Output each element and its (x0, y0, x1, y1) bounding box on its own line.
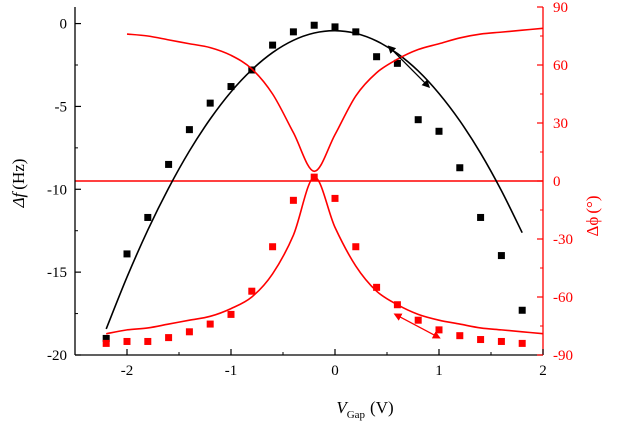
series-0-point-11 (331, 23, 339, 31)
series-0-point-15 (414, 116, 422, 124)
x-tick-label-4: 2 (539, 363, 547, 379)
series-2-point-9 (289, 196, 297, 204)
series-0-point-12 (352, 28, 360, 36)
right-axis-title: Δϕ (°) (583, 195, 602, 236)
annotation-arrow-1 (393, 313, 441, 339)
series-2-point-11 (331, 194, 339, 202)
series-2-point-18 (477, 336, 485, 344)
left-tick-label-2: -10 (47, 182, 67, 198)
series-2-point-15 (414, 316, 422, 324)
x-tick-label-0: -2 (121, 363, 134, 379)
series-0-point-17 (456, 164, 464, 172)
series-2-point-5 (206, 320, 214, 328)
left-tick-label-1: -5 (55, 99, 68, 115)
x-tick-label-3: 1 (435, 363, 443, 379)
x-axis-title-sub: Gap (347, 409, 366, 421)
right-tick-label-1: 60 (553, 58, 568, 74)
right-tick-label-6: -90 (553, 348, 573, 364)
series-2-point-20 (518, 339, 526, 347)
series-2-point-7 (248, 287, 256, 295)
right-tick-label-0: 90 (553, 0, 568, 16)
series-2-point-16 (435, 326, 443, 334)
x-axis-title: VGap (V) (336, 398, 393, 421)
right-axis-title-main: Δϕ (583, 217, 602, 237)
series-0-point-9 (289, 28, 297, 36)
series-0-point-2 (144, 213, 152, 221)
series-1-line (105, 29, 523, 330)
right-axis-title-unit: (°) (583, 195, 602, 213)
left-axis-title-main: Δf (9, 190, 28, 208)
annotation-arrow-0 (387, 45, 431, 88)
series-0-point-3 (165, 160, 173, 168)
right-tick-label-4: -30 (553, 232, 573, 248)
x-axis-title-unit: (V) (370, 398, 394, 417)
series-0-point-16 (435, 127, 443, 135)
series-0-point-13 (373, 53, 381, 61)
series-0-point-6 (227, 83, 235, 91)
series-0-point-19 (497, 252, 505, 260)
series-2-point-13 (373, 283, 381, 291)
series-2-point-19 (497, 337, 505, 345)
right-tick-label-5: -60 (553, 290, 573, 306)
series-2-point-1 (123, 337, 131, 345)
series-2-point-0 (102, 339, 110, 347)
left-tick-label-4: -20 (47, 348, 67, 364)
series-0-point-1 (123, 250, 131, 258)
left-axis-title-unit: (Hz) (9, 159, 28, 190)
x-tick-label-2: 0 (331, 363, 339, 379)
x-tick-label-1: -1 (225, 363, 238, 379)
x-axis-title-main: V (336, 398, 349, 417)
series-2-point-12 (352, 243, 360, 251)
series-2-point-8 (269, 243, 277, 251)
left-axis-title: Δf(Hz) (9, 159, 28, 209)
right-tick-label-2: 30 (553, 116, 568, 132)
series-2-point-17 (456, 332, 464, 340)
series-0-point-20 (518, 306, 526, 314)
plot-area (75, 21, 544, 347)
right-tick-label-3: 0 (553, 174, 561, 190)
series-0-point-18 (477, 213, 485, 221)
series-0-point-0 (102, 334, 110, 342)
series-2-point-6 (227, 310, 235, 318)
series-4-line (126, 27, 544, 173)
series-2-point-4 (185, 328, 193, 336)
series-0-point-4 (185, 126, 193, 134)
left-tick-label-3: -15 (47, 265, 67, 281)
series-0-point-5 (206, 99, 214, 107)
series-0-point-10 (310, 21, 318, 29)
series-0-point-8 (269, 41, 277, 49)
left-tick-label-0: 0 (60, 17, 68, 33)
series-2-point-3 (165, 334, 173, 342)
series-2-point-2 (144, 337, 152, 345)
series-3-line (106, 176, 544, 335)
